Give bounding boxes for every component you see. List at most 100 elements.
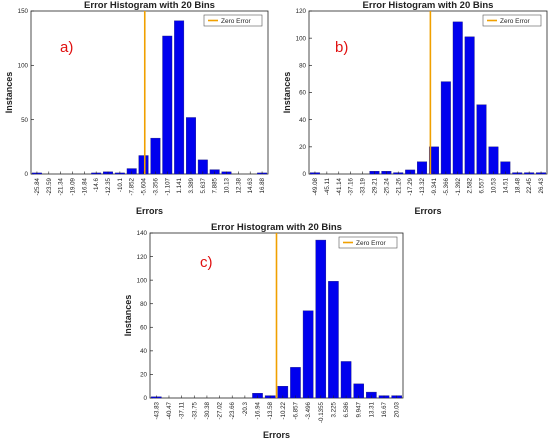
x-tick-label: 26.43 xyxy=(538,177,545,193)
x-tick-label: -1.107 xyxy=(164,177,171,195)
chart-title: Error Histogram with 20 Bins xyxy=(84,0,215,11)
y-axis-label: Instances xyxy=(282,72,292,114)
x-tick-label: 10.13 xyxy=(224,177,231,193)
x-tick-label: -5.366 xyxy=(443,177,450,195)
histogram-bar xyxy=(162,35,173,175)
x-tick-label: 3.225 xyxy=(330,401,337,417)
x-tick-label: 1.141 xyxy=(176,177,183,193)
x-tick-label: 9.947 xyxy=(356,401,363,417)
y-tick-label: 20 xyxy=(140,372,147,379)
x-tick-label: -30.38 xyxy=(204,401,211,419)
y-tick-label: 40 xyxy=(299,117,306,124)
chart-panel-1: Error Histogram with 20 Bins 0 50 100 150 -25… xyxy=(4,0,269,216)
histogram-bar xyxy=(174,20,185,175)
legend-entry: Zero Error xyxy=(500,18,530,25)
x-tick-label: 6.557 xyxy=(479,177,486,193)
x-tick-label: -7.852 xyxy=(129,177,136,195)
x-tick-label: -43.83 xyxy=(153,401,160,419)
x-tick-label: -0.1355 xyxy=(318,401,325,423)
histogram-bar xyxy=(328,281,339,399)
x-tick-label: -49.08 xyxy=(312,177,319,195)
x-tick-label: 16.67 xyxy=(381,401,388,417)
x-tick-label: -3.356 xyxy=(152,177,159,195)
x-tick-label: -25.84 xyxy=(34,177,41,195)
panel-label: a) xyxy=(60,39,73,56)
legend-box xyxy=(482,14,542,27)
chart-title: Error Histogram with 20 Bins xyxy=(363,0,494,11)
x-tick-label: 6.586 xyxy=(343,401,350,417)
x-tick-label: 12.38 xyxy=(235,177,242,193)
x-axis-label: Errors xyxy=(414,206,441,216)
x-tick-label: -14.6 xyxy=(93,177,100,192)
y-tick-label: 0 xyxy=(25,171,29,178)
x-tick-label: 3.389 xyxy=(188,177,195,193)
chart-title: Error Histogram with 20 Bins xyxy=(211,222,342,233)
x-tick-label: -10.1 xyxy=(117,177,124,192)
x-tick-label: -27.02 xyxy=(217,401,224,419)
y-tick-label: 140 xyxy=(137,230,148,237)
x-tick-label: 18.48 xyxy=(514,177,521,193)
legend-entry: Zero Error xyxy=(221,18,251,25)
x-tick-label: -1.392 xyxy=(455,177,462,195)
x-tick-label: -23.66 xyxy=(229,401,236,419)
histogram-bar xyxy=(452,21,463,175)
histogram-bar xyxy=(186,117,196,175)
y-tick-label: 100 xyxy=(18,63,29,70)
x-tick-label: 10.53 xyxy=(490,177,497,193)
y-tick-label: 0 xyxy=(303,171,307,178)
legend-box xyxy=(338,236,398,249)
x-axis-label: Errors xyxy=(263,430,290,438)
histogram-bar xyxy=(440,81,451,175)
histogram-bar xyxy=(315,239,327,399)
x-tick-label: -17.29 xyxy=(407,177,414,195)
x-tick-label: -33.75 xyxy=(191,401,198,419)
y-tick-label: 50 xyxy=(21,117,28,124)
x-tick-label: -23.59 xyxy=(46,177,53,195)
y-tick-label: 60 xyxy=(299,90,306,97)
y-tick-label: 60 xyxy=(140,324,147,331)
plot-area xyxy=(308,10,548,175)
x-tick-label: 14.51 xyxy=(502,177,509,193)
y-tick-label: 120 xyxy=(137,254,148,261)
x-tick-label: -19.09 xyxy=(69,177,76,195)
x-axis-label: Errors xyxy=(136,206,163,216)
x-tick-label: -16.84 xyxy=(81,177,88,195)
y-axis-label: Instances xyxy=(4,72,14,114)
x-tick-label: -3.496 xyxy=(305,401,312,419)
panel-label: b) xyxy=(335,39,348,56)
histogram-bar xyxy=(302,310,314,399)
x-tick-label: -6.857 xyxy=(292,401,299,419)
x-tick-label: 16.88 xyxy=(259,177,266,193)
x-tick-label: 7.885 xyxy=(212,177,219,193)
x-tick-label: -9.341 xyxy=(431,177,438,195)
legend-box xyxy=(203,14,263,27)
x-tick-label: 20.03 xyxy=(394,401,401,417)
chart-panel-2: Error Histogram with 20 Bins 0 20 40 60 80 100… xyxy=(282,0,548,216)
plot-area xyxy=(30,10,269,175)
histogram-bar xyxy=(464,36,475,175)
chart-panel-3: Error Histogram with 20 Bins 0 20 40 60 80 100… xyxy=(123,222,404,438)
x-tick-label: -41.14 xyxy=(336,177,343,195)
x-tick-label: 5.637 xyxy=(200,177,207,193)
x-tick-label: 13.31 xyxy=(368,401,375,417)
y-axis-label: Instances xyxy=(123,295,133,337)
histogram-bar xyxy=(290,367,301,399)
x-tick-label: -16.94 xyxy=(255,401,262,419)
x-tick-label: -13.32 xyxy=(419,177,426,195)
x-tick-label: 2.582 xyxy=(467,177,474,193)
x-tick-label: -21.26 xyxy=(395,177,402,195)
histogram-bar xyxy=(150,137,161,175)
x-tick-label: -37.16 xyxy=(348,177,355,195)
y-tick-label: 20 xyxy=(299,144,306,151)
x-tick-label: -21.34 xyxy=(58,177,65,195)
y-tick-label: 0 xyxy=(144,395,148,402)
histogram-bar xyxy=(488,146,499,175)
x-tick-label: -5.604 xyxy=(141,177,148,195)
x-tick-label: -25.24 xyxy=(383,177,390,195)
legend-entry: Zero Error xyxy=(356,240,386,247)
y-tick-label: 100 xyxy=(296,35,307,42)
x-tick-label: -20.3 xyxy=(242,401,249,416)
panel-label: c) xyxy=(200,254,213,271)
x-tick-label: 14.63 xyxy=(247,177,254,193)
